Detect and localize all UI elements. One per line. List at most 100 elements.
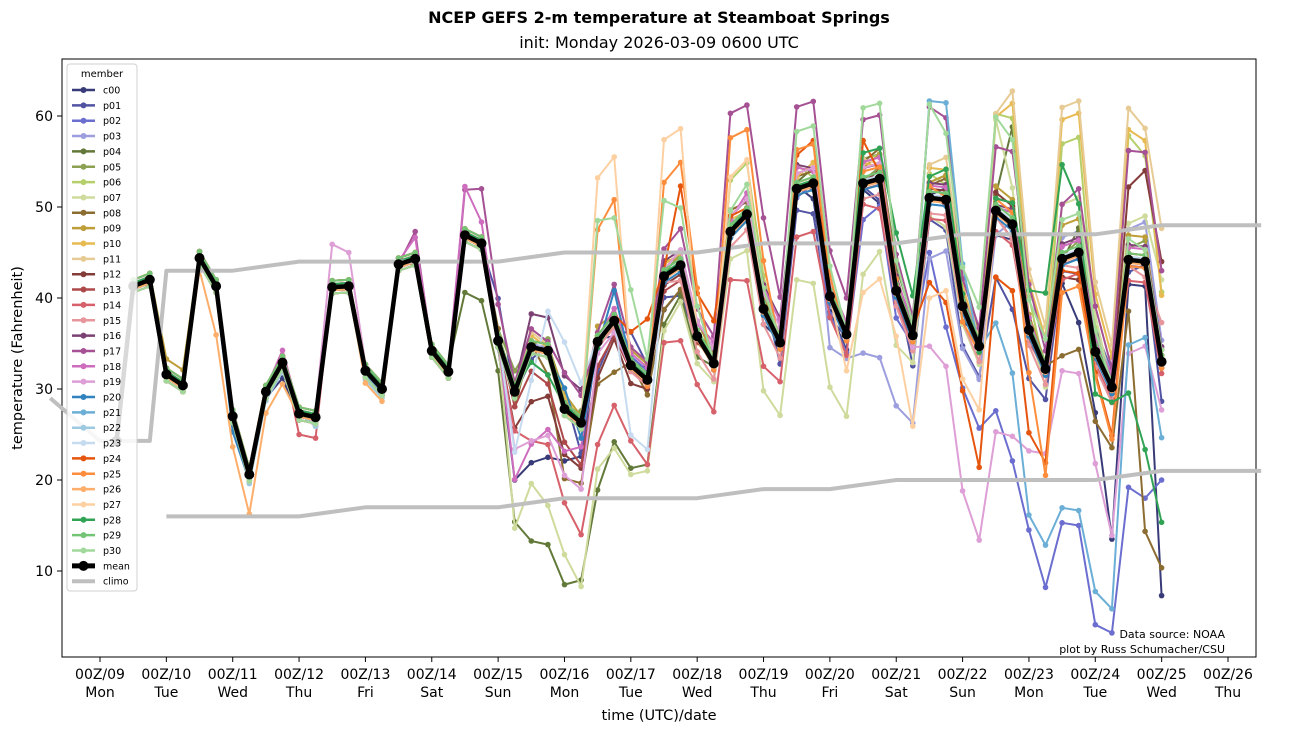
data-point-p30 [312,420,319,427]
legend-swatch-marker [80,409,87,416]
legend-entry-p30: p30 [72,546,121,557]
legend-swatch-marker [80,440,87,447]
data-point-p14 [744,277,750,284]
data-point-p29 [860,174,866,180]
data-point-p27 [893,333,899,340]
data-point-p07 [793,277,800,283]
data-point-p16 [528,311,535,317]
mean-line [114,176,1164,477]
data-point-p30 [959,264,966,270]
data-point-p02 [1125,484,1132,491]
x-tick-label: 00Z/10 [141,667,191,683]
data-point-p21 [1158,434,1165,441]
y-axis: 10 20 30 40 50 60 [35,109,62,580]
x-tick-label: 00Z/09 [75,667,125,683]
data-point-p17 [677,226,684,232]
data-point-p18 [478,219,485,225]
data-point-p07 [1142,213,1148,219]
legend-entry-p13: p13 [72,285,121,296]
data-point-p29 [993,201,999,208]
x-axis-label: time (UTC)/date [601,708,716,724]
data-point-p04 [478,297,485,304]
x-tick-day: Sun [949,685,976,701]
data-point-p30 [296,417,302,423]
mean-point [509,386,520,397]
legend-entry-p05: p05 [72,162,121,173]
data-point-p20 [561,385,568,391]
legend-entry-p20: p20 [72,393,121,404]
data-point-p29 [661,267,667,273]
data-point-p30 [993,114,999,120]
credit-author: plot by Russ Schumacher/CSU [1059,643,1225,656]
data-point-p19 [926,343,933,350]
data-point-p15 [694,348,700,355]
data-point-p29 [810,174,817,180]
data-point-p07 [1009,185,1016,191]
mean-point [1156,356,1167,367]
data-point-p30 [163,378,170,384]
x-tick-label: 00Z/20 [805,667,855,683]
data-point-p14 [561,500,568,506]
y-axis-label: temperature (Fahrenheit) [10,266,26,450]
mean-point [310,412,321,423]
data-point-p29 [462,226,468,232]
legend-swatch-marker [80,470,87,477]
data-point-p30 [694,303,700,310]
data-point-p23 [545,308,551,315]
data-point-p11 [1092,279,1099,285]
data-point-p28 [1158,519,1165,526]
data-point-p25 [677,159,684,166]
legend-entry-p06: p06 [72,178,121,189]
data-point-p30 [810,123,817,129]
data-point-p03 [943,248,949,254]
data-point-p07 [628,471,634,478]
mean-point [1040,364,1051,374]
mean-point [393,259,404,270]
data-point-p17 [1125,147,1132,154]
legend-swatch-marker [80,286,87,293]
data-point-p19 [1158,407,1165,413]
legend-swatch-marker [80,271,87,278]
data-point-p18 [279,347,286,354]
data-point-p29 [279,353,286,360]
x-tick-label: 00Z/23 [1004,667,1054,683]
data-point-p29 [196,248,203,255]
data-point-p01 [1042,396,1049,403]
mean-point [1106,382,1117,393]
data-point-p15 [976,358,982,365]
data-point-p29 [395,255,402,261]
data-point-p11 [943,154,949,161]
data-point-c00 [1158,592,1165,599]
data-point-p03 [976,376,982,383]
data-point-p17 [1142,149,1148,156]
y-tick-label: 60 [35,109,53,125]
mean-point [559,404,570,414]
data-point-p08 [661,306,667,313]
climo-line-lower [166,468,1262,519]
data-point-c00 [1075,319,1082,326]
x-tick-day: Mon [550,685,580,701]
data-point-p27 [910,423,916,430]
data-point-p24 [644,316,651,322]
legend-swatch-marker [80,455,87,462]
data-point-p28 [1125,390,1132,396]
mean-point [1090,346,1101,357]
data-point-p15 [1026,342,1032,349]
data-point-p04 [628,465,634,472]
data-point-p07 [611,445,617,451]
data-point-p14 [611,402,617,409]
data-point-p14 [677,338,684,344]
data-point-p30 [561,412,568,419]
data-point-p28 [1092,391,1099,397]
data-point-p29 [611,311,617,318]
data-point-p14 [711,409,717,415]
legend-swatch-marker [80,255,87,262]
data-point-p30 [943,130,949,137]
legend-label: p10 [103,239,121,250]
data-point-p15 [893,303,899,310]
data-point-p27 [843,368,850,374]
legend-swatch-marker [80,424,87,431]
data-point-p30 [1026,297,1032,303]
data-point-p26 [379,398,385,405]
legend-label: p07 [103,193,121,204]
